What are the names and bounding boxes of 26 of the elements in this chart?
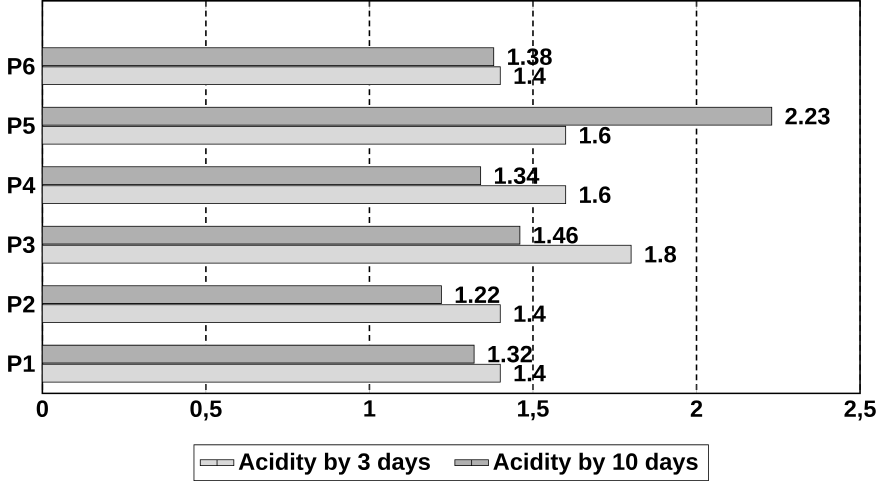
y-tick-label: P3 — [8, 236, 35, 254]
y-tick-label: P1 — [8, 356, 35, 372]
x-tick-label: 0,5 — [190, 400, 222, 420]
legend-label: Acidity by 3 days — [238, 452, 430, 475]
x-tick-label: 2,5 — [844, 400, 876, 420]
data-label: 1.6 — [580, 126, 610, 144]
data-label: 1.38 — [508, 48, 552, 66]
x-tick-label: 1 — [364, 400, 376, 417]
x-tick-label: 2 — [690, 400, 702, 417]
y-tick-label: P6 — [8, 58, 35, 75]
data-label: 1.22 — [456, 286, 500, 303]
data-label: 1.8 — [645, 246, 676, 263]
data-label: 1.4 — [514, 68, 546, 84]
legend-label: Acidity by 10 days — [493, 452, 698, 475]
data-label: 1.4 — [514, 365, 546, 382]
data-label: 1.4 — [514, 306, 546, 322]
y-tick-label: P5 — [8, 118, 35, 134]
y-tick-label: P4 — [8, 177, 36, 194]
data-label: 1.6 — [580, 186, 610, 204]
x-tick-label: 1,5 — [518, 400, 549, 420]
data-label: 1.34 — [494, 167, 540, 184]
data-label: 2.23 — [785, 108, 830, 125]
data-label: 1.32 — [488, 346, 532, 363]
y-tick-label: P2 — [8, 296, 34, 312]
x-tick-label: 0 — [36, 400, 48, 418]
data-label: 1.46 — [534, 226, 578, 244]
